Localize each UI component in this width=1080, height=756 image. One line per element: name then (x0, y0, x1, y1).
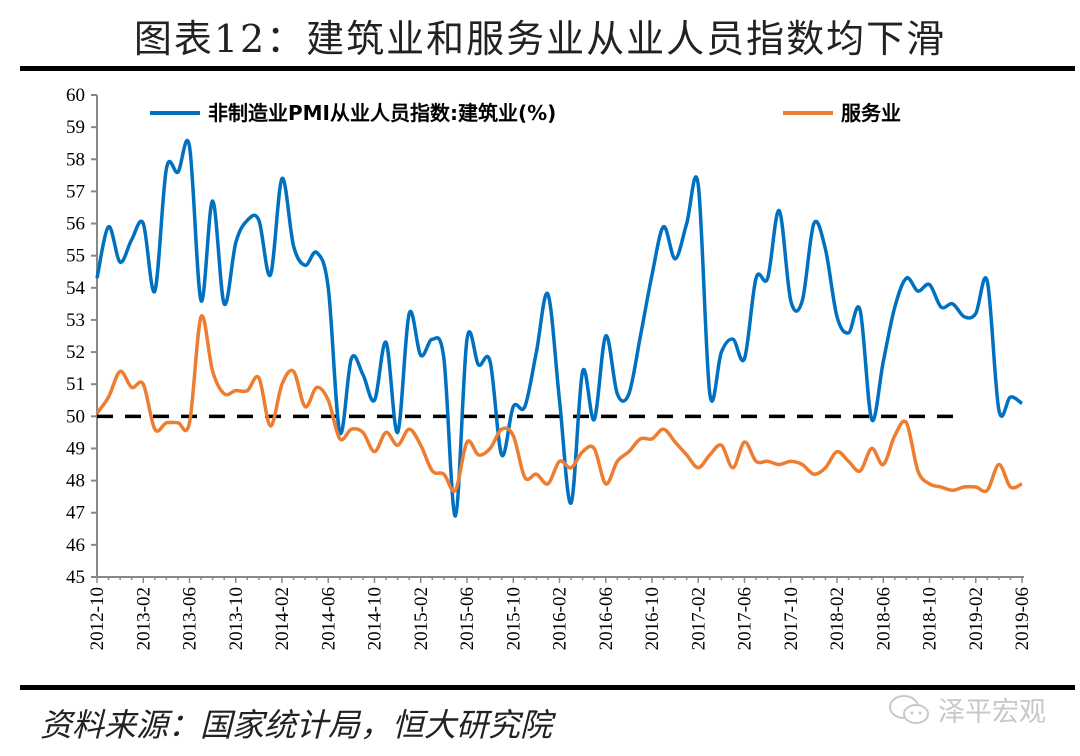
watermark: 泽平宏观 (888, 690, 1046, 729)
x-tick-label: 2014-10 (365, 587, 386, 650)
x-tick-label: 2013-10 (226, 587, 247, 650)
y-tick-label: 45 (66, 567, 85, 588)
y-tick-label: 59 (66, 117, 85, 138)
x-tick-label: 2017-02 (688, 587, 709, 650)
y-tick-label: 56 (66, 214, 85, 235)
watermark-text: 泽平宏观 (938, 697, 1046, 728)
y-tick-label: 54 (66, 278, 86, 299)
x-tick-label: 2013-02 (133, 587, 154, 650)
y-tick-label: 60 (66, 85, 85, 106)
x-tick-label: 2018-10 (920, 587, 941, 650)
chart-marks (95, 138, 1024, 518)
x-tick-label: 2014-02 (272, 587, 293, 650)
x-tick-label: 2018-02 (827, 587, 848, 650)
y-tick-label: 50 (66, 406, 85, 427)
x-tick-label: 2018-06 (873, 587, 894, 650)
x-tick-label: 2016-02 (550, 587, 571, 650)
y-tick-label: 48 (66, 471, 85, 492)
y-tick-label: 46 (66, 535, 85, 556)
x-tick-label: 2013-06 (180, 587, 201, 650)
y-tick-label: 52 (66, 342, 85, 363)
y-tick-label: 51 (66, 374, 85, 395)
x-tick-label: 2017-06 (735, 587, 756, 650)
y-tick-label: 57 (66, 181, 85, 202)
x-tick-label: 2012-10 (87, 587, 108, 650)
legend-label-services: 服务业 (841, 101, 901, 125)
axes: 45 46 47 48 49 50 51 52 53 54 55 56 57 58 59 60 2012-10 2… (66, 85, 1033, 650)
title-divider (20, 66, 1075, 71)
y-tick-label: 49 (66, 438, 85, 459)
y-tick-label: 47 (66, 503, 85, 524)
source-note: 资料来源：国家统计局，恒大研究院 (40, 706, 553, 744)
legend-label-construction: 非制造业PMI从业人员指数:建筑业(%) (208, 101, 556, 125)
x-tick-label: 2016-10 (642, 587, 663, 650)
chart-title: 图表12：建筑业和服务业从业人员指数均下滑 (133, 17, 947, 61)
y-tick-label: 58 (66, 149, 85, 170)
y-tick-label: 53 (66, 310, 85, 331)
wechat-icon (889, 694, 929, 724)
x-tick-label: 2016-06 (596, 587, 617, 650)
y-tick-label: 55 (66, 246, 85, 267)
x-tick-label: 2017-10 (781, 587, 802, 650)
x-tick-label: 2014-06 (318, 587, 339, 650)
x-tick-label: 2019-02 (966, 587, 987, 650)
x-tick-label: 2015-02 (411, 587, 432, 650)
footer-divider (20, 685, 1075, 690)
x-tick-label: 2015-06 (457, 587, 478, 650)
legend: 非制造业PMI从业人员指数:建筑业(%) 服务业 (150, 101, 901, 125)
x-tick-label: 2015-10 (503, 587, 524, 650)
x-tick-label: 2019-06 (1012, 587, 1033, 650)
